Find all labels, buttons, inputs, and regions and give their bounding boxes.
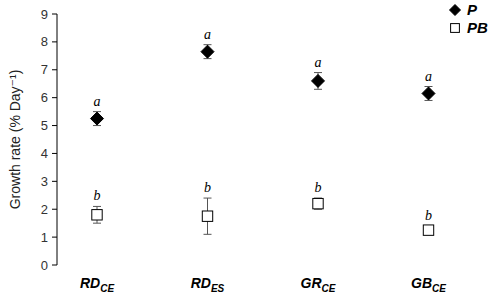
y-tick-label: 7	[41, 62, 48, 77]
y-tick	[52, 125, 57, 126]
x-tick-label: GBCE	[411, 275, 446, 294]
error-bar-cap	[314, 89, 322, 90]
error-bar-cap	[204, 234, 212, 235]
y-tick	[52, 69, 57, 70]
y-tick	[52, 237, 57, 238]
y-tick-label: 5	[41, 118, 48, 133]
plot-area	[91, 45, 436, 236]
legend-label: PB	[467, 19, 488, 36]
x-tick-label: GRCE	[301, 275, 336, 294]
annotation: a	[204, 27, 211, 42]
x-tick-label: RDCE	[80, 275, 114, 294]
chart: 0 1 2 3 4 5 6 7 8 9 Growth rate (% Day⁻¹) RDCE RDES G…	[0, 0, 500, 298]
y-tick-label: 0	[41, 258, 48, 273]
y-tick-label: 8	[41, 34, 48, 49]
error-bar-cap	[93, 223, 101, 224]
legend-marker	[450, 5, 461, 16]
point	[313, 198, 323, 208]
y-tick-label: 1	[41, 230, 48, 245]
annotation: a	[425, 69, 432, 84]
y-tick-label: 2	[41, 202, 48, 217]
point	[201, 45, 214, 58]
y-tick-label: 9	[41, 7, 48, 22]
point	[92, 210, 102, 220]
chart-container: 0 1 2 3 4 5 6 7 8 9 Growth rate (% Day⁻¹) RDCE RDES G…	[0, 0, 500, 298]
y-tick	[52, 97, 57, 98]
error-bar-cap	[314, 72, 322, 73]
annotation: b	[204, 180, 211, 195]
legend-marker	[451, 24, 460, 33]
point	[423, 225, 433, 235]
y-axis-label: Growth rate (% Day⁻¹)	[7, 70, 23, 210]
annotation: b	[315, 180, 322, 195]
point	[202, 211, 212, 221]
point	[422, 87, 435, 100]
y-axis-line	[57, 14, 58, 265]
y-tick-label: 3	[41, 174, 48, 189]
y-tick	[52, 209, 57, 210]
legend-label: P	[467, 1, 478, 18]
annotation: a	[315, 55, 322, 70]
annotation: a	[94, 94, 101, 109]
y-tick	[52, 265, 57, 266]
annotation: b	[94, 188, 101, 203]
error-bar-cap	[93, 206, 101, 207]
y-tick	[52, 41, 57, 42]
error-bar-cap	[204, 198, 212, 199]
point	[312, 74, 325, 87]
y-tick-label: 4	[41, 146, 48, 161]
y-tick	[52, 153, 57, 154]
annotation: b	[425, 208, 432, 223]
y-tick-label: 6	[41, 90, 48, 105]
y-tick	[52, 181, 57, 182]
y-tick	[52, 14, 57, 15]
x-tick-label: RDES	[191, 275, 225, 294]
point	[91, 112, 104, 125]
